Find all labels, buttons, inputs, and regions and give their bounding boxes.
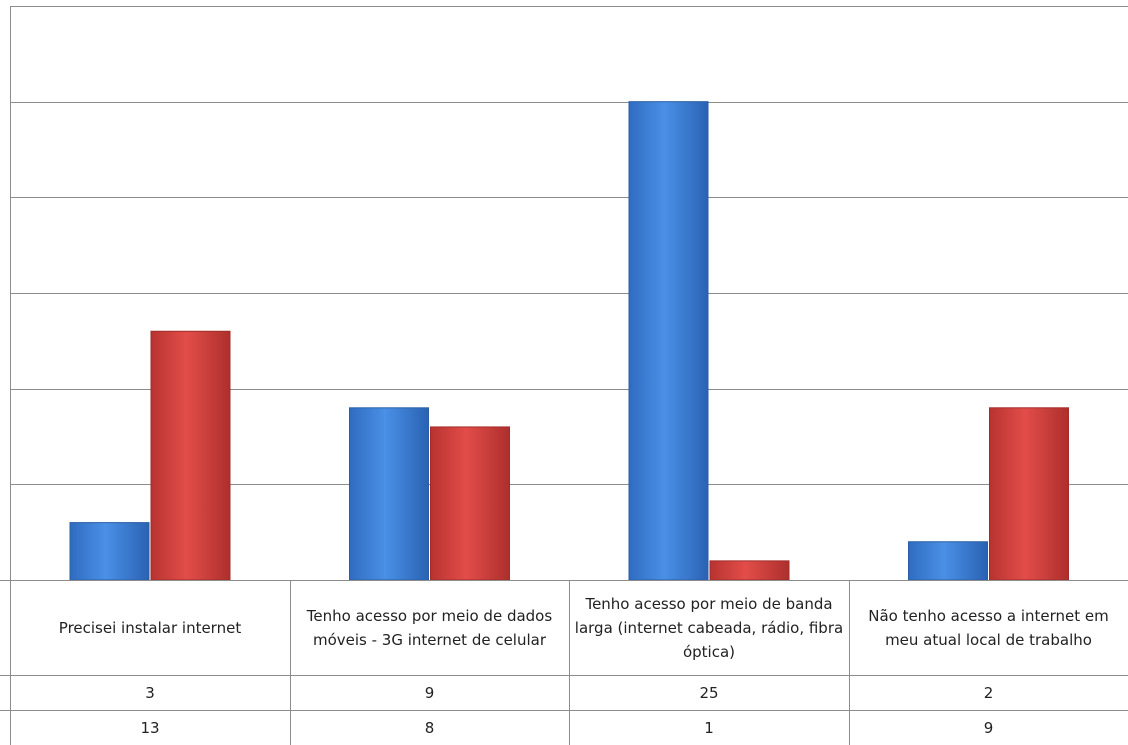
data-cell-series-2-category-3: 1 xyxy=(704,718,714,737)
bar-series-2-category-2 xyxy=(430,426,510,581)
data-cell-series-2-category-2: 8 xyxy=(424,718,435,737)
data-cell-series-2-category-4: 9 xyxy=(983,718,994,737)
data-cell-series-1-category-3: 25 xyxy=(699,683,719,702)
data-cell-series-1-category-4: 2 xyxy=(983,683,994,702)
category-label-3: Tenho acesso por meio de banda larga (in… xyxy=(574,595,844,661)
bar-series-1-category-1 xyxy=(69,522,150,581)
data-table-borders xyxy=(0,580,1128,745)
category-label-2: Tenho acesso por meio de dados móveis - … xyxy=(306,607,553,649)
data-cell-series-1-category-2: 9 xyxy=(424,683,435,702)
category-label-4: Não tenho acesso a internet em meu atual… xyxy=(868,607,1109,649)
bar-series-2-category-3 xyxy=(709,560,790,581)
bar-series-1-category-4 xyxy=(908,541,988,581)
bar-series-1-category-3 xyxy=(628,101,709,581)
bar-series-2-category-1 xyxy=(150,330,231,581)
data-cell-series-1-category-1: 3 xyxy=(145,683,155,702)
bar-series-1-category-2 xyxy=(349,407,429,581)
data-cell-series-2-category-1: 13 xyxy=(140,718,160,737)
bar-series-2-category-4 xyxy=(989,407,1069,581)
bars xyxy=(69,101,1069,581)
category-label-1: Precisei instalar internet xyxy=(58,619,242,637)
